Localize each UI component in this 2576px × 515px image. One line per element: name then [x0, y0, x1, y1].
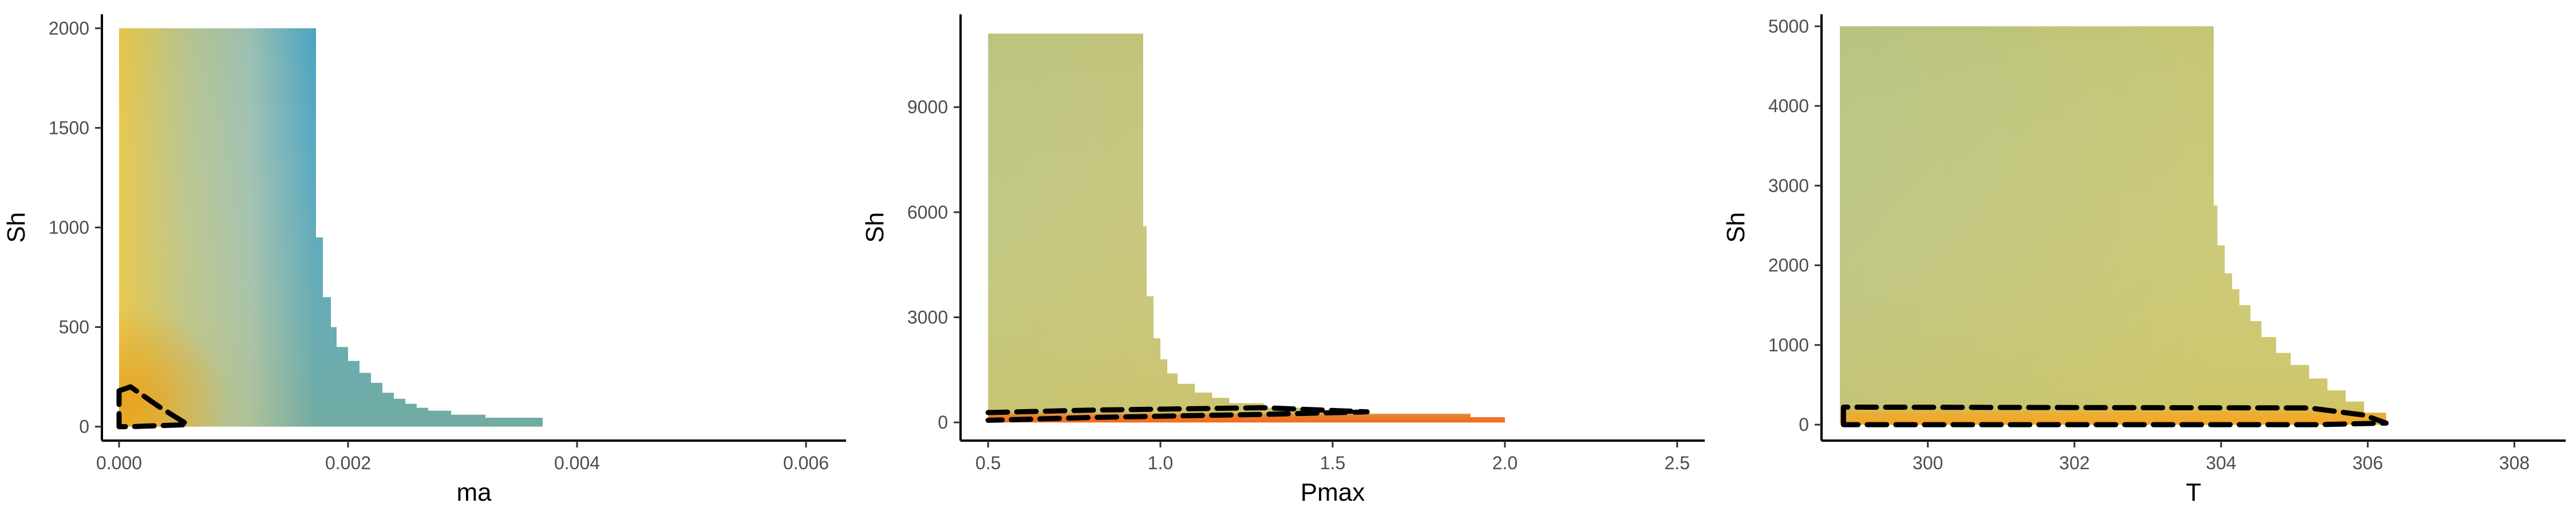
y-tick-label: 3000: [907, 307, 948, 328]
x-tick-label: 1.0: [1148, 453, 1173, 473]
x-tick-label: 0.006: [783, 453, 829, 473]
x-tick-label: 0.000: [96, 453, 142, 473]
x-tick-label: 0.5: [975, 453, 1001, 473]
panel-t-vs-sh: 300 302 304 306 308 0 1000 2000 3000 4000 5000 T Sh: [1722, 14, 2566, 506]
x-axis-title: ma: [456, 478, 492, 506]
x-tick-label: 1.5: [1320, 453, 1345, 473]
heat-region-fade: [988, 33, 1505, 423]
y-axis-title: Sh: [2, 212, 30, 243]
y-tick-label: 2000: [49, 18, 89, 38]
y-tick-label: 0: [79, 417, 89, 437]
y-tick-label: 0: [1799, 414, 1809, 435]
contour-line: [1840, 405, 2389, 427]
x-tick-label: 306: [2352, 453, 2383, 473]
y-tick-label: 500: [59, 317, 89, 338]
y-tick-label: 6000: [907, 202, 948, 223]
y-tick-label: 1000: [1768, 335, 1809, 355]
y-tick-label: 1000: [49, 217, 89, 238]
y-tick-label: 1500: [49, 117, 89, 138]
x-tick-label: 300: [1913, 453, 1943, 473]
y-tick-label: 4000: [1768, 96, 1809, 116]
x-tick-label: 304: [2206, 453, 2236, 473]
hotspot: [119, 28, 543, 427]
x-tick-label: 0.004: [554, 453, 600, 473]
x-axis-title: T: [2186, 478, 2202, 506]
heat-region-fade: [1840, 26, 2387, 425]
x-axis-title: Pmax: [1301, 478, 1365, 506]
y-tick-label: 3000: [1768, 175, 1809, 196]
y-tick-label: 2000: [1768, 255, 1809, 276]
y-tick-label: 5000: [1768, 16, 1809, 37]
x-tick-label: 308: [2499, 453, 2530, 473]
x-tick-label: 302: [2059, 453, 2089, 473]
x-tick-label: 2.5: [1665, 453, 1690, 473]
x-tick-label: 2.0: [1492, 453, 1518, 473]
panel-ma-vs-sh: 0.000 0.002 0.004 0.006 0 500 1000 1500 2000 ma Sh: [2, 14, 846, 506]
panel-pmax-vs-sh: 0.5 1.0 1.5 2.0 2.5 0 3000 6000 9000 Pmax Sh: [861, 14, 1705, 506]
y-axis-title: Sh: [861, 212, 889, 243]
contour-line: [116, 384, 191, 430]
y-axis-title: Sh: [1722, 212, 1750, 243]
y-tick-label: 9000: [907, 97, 948, 117]
x-tick-label: 0.002: [325, 453, 371, 473]
y-tick-label: 0: [938, 412, 948, 433]
contour-line: [985, 405, 1370, 423]
